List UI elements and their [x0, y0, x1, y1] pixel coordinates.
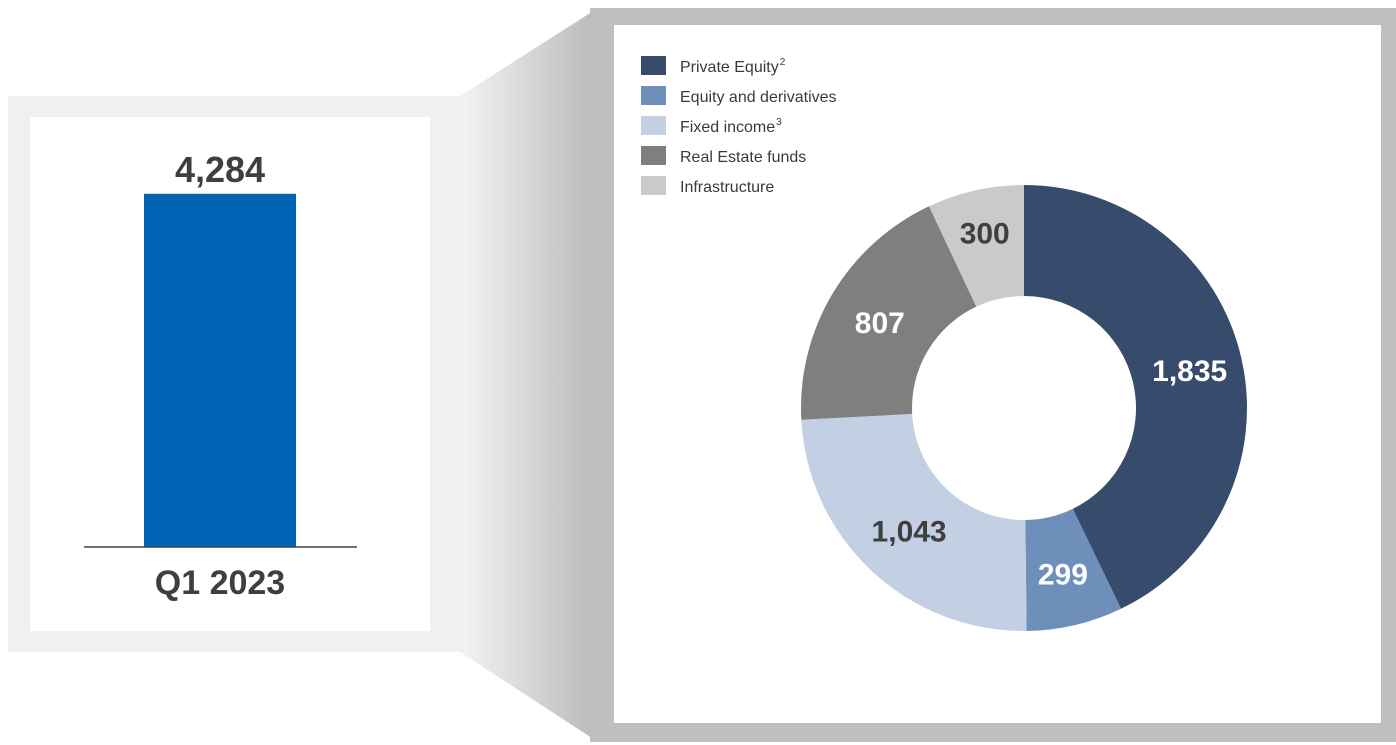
donut-value-label: 807 [855, 307, 905, 340]
legend-label: Infrastructure [680, 179, 774, 196]
bar-value-label: 4,284 [175, 149, 265, 190]
legend-swatch [641, 176, 666, 195]
legend-label: Fixed income3 [680, 117, 782, 136]
donut-slice-fixed-income [801, 413, 1027, 632]
donut-value-label: 299 [1038, 558, 1088, 591]
legend-swatch [641, 146, 666, 165]
donut-slice-infrastructure [929, 185, 1024, 307]
bar-chart: 4,284 Q1 2023 [84, 149, 357, 602]
donut-labels: 1,835 299 1,043 807 300 [855, 217, 1227, 591]
legend: Private Equity2 Equity and derivatives Fix… [641, 56, 837, 196]
legend-label: Private Equity2 [680, 57, 786, 76]
legend-swatch [641, 86, 666, 105]
legend-label: Real Estate funds [680, 149, 806, 166]
donut-slice-equity-and-derivatives [1025, 508, 1122, 631]
donut-chart [801, 185, 1247, 632]
donut-value-label: 300 [960, 217, 1010, 250]
donut-slice-private-equity [1024, 185, 1247, 609]
legend-swatch [641, 116, 666, 135]
donut-value-label: 1,835 [1152, 355, 1227, 388]
legend-swatch [641, 56, 666, 75]
callout-funnel [460, 8, 598, 742]
bar-category-label: Q1 2023 [155, 564, 285, 602]
legend-label: Equity and derivatives [680, 89, 837, 106]
donut-slice-real-estate-funds [801, 206, 977, 420]
bar-q1-2023 [144, 193, 296, 547]
donut-value-label: 1,043 [872, 516, 947, 549]
